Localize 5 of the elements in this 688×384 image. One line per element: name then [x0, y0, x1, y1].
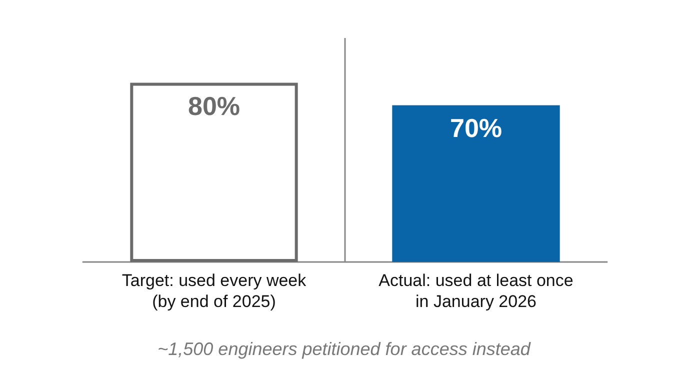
data-label: 80%: [188, 90, 240, 121]
x-tick-label: Target: used every week (by end of 2025): [122, 271, 307, 311]
data-label: 70%: [450, 113, 502, 144]
x-tick-label: Actual: used at least once in January 2026: [378, 271, 574, 311]
text: ~1,500 engineers petitioned for access instead: [158, 339, 532, 359]
